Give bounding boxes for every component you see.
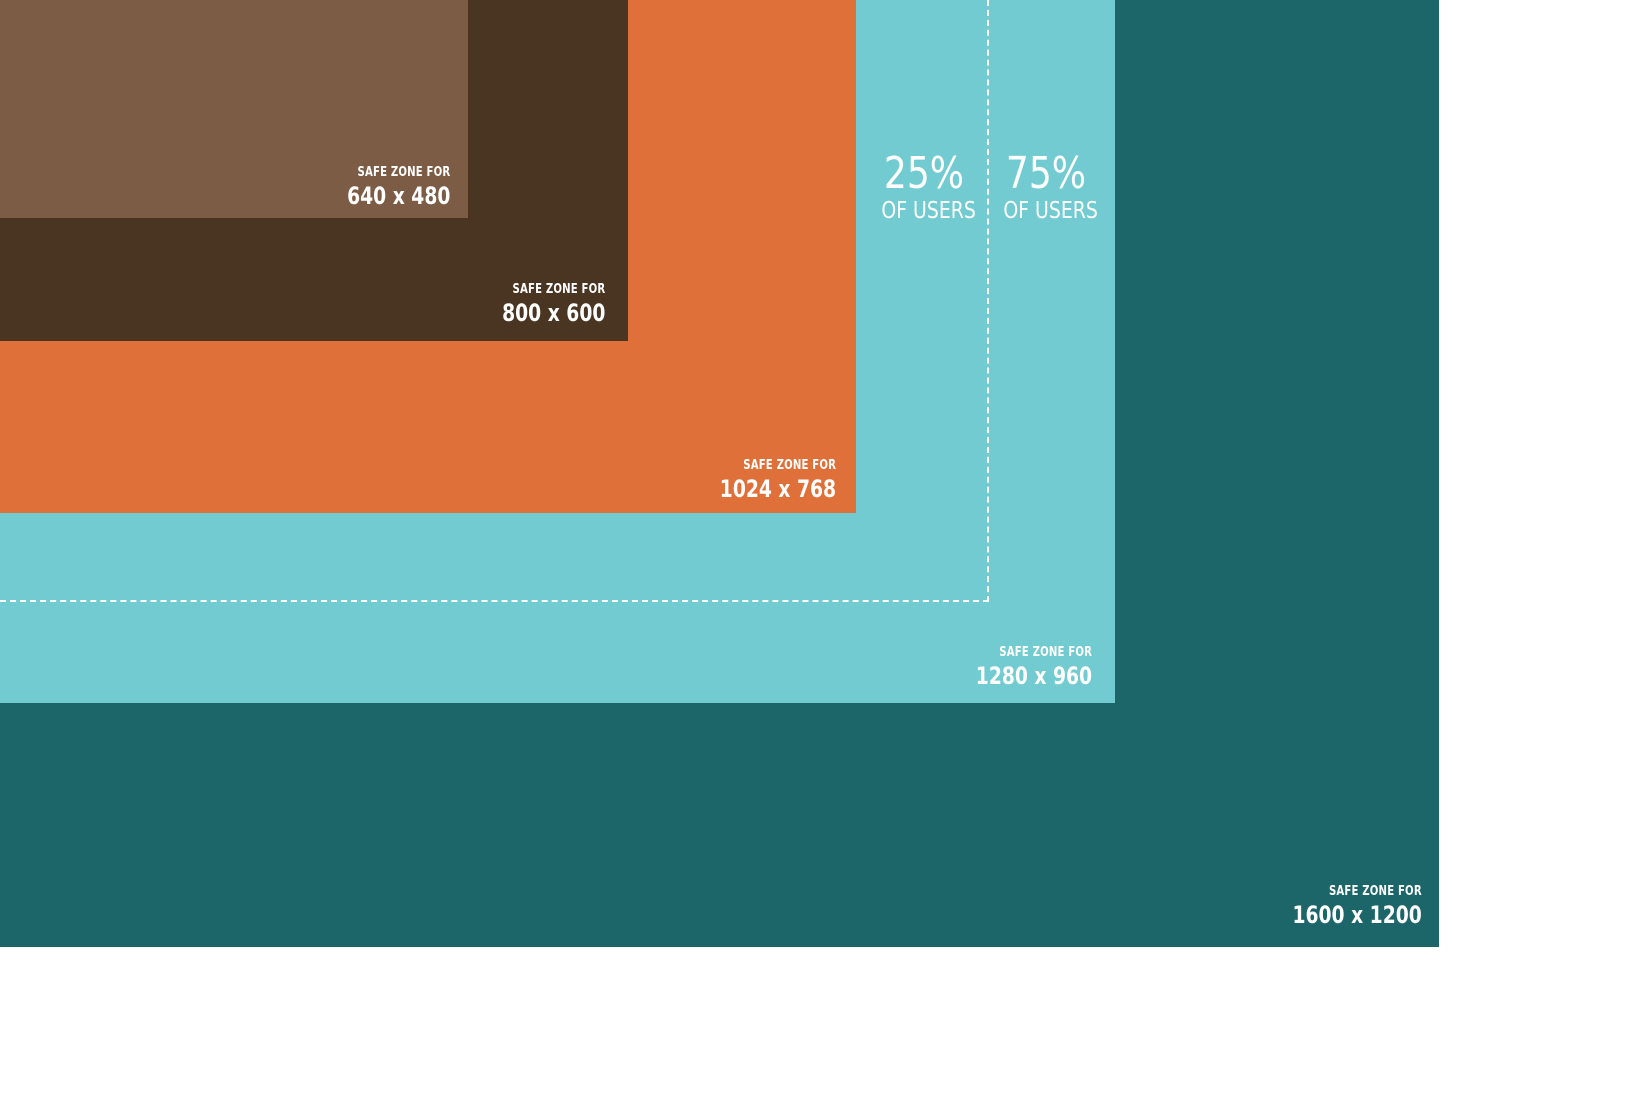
user-split-divider-vertical: [987, 0, 989, 602]
safe-zone-resolution: 1280 x 960: [975, 662, 1092, 690]
users-stat-75: 75% OF USERS: [1003, 148, 1098, 224]
safe-zone-640x480: SAFE ZONE FOR 640 x 480: [0, 0, 468, 218]
safe-zone-caption: SAFE ZONE FOR: [1329, 884, 1422, 899]
safe-zone-caption: SAFE ZONE FOR: [512, 282, 605, 297]
user-split-divider-horizontal: [0, 600, 989, 602]
users-stat-caption: OF USERS: [1003, 198, 1098, 224]
safe-zone-caption: SAFE ZONE FOR: [999, 645, 1092, 660]
safe-zone-1024x768-label: SAFE ZONE FOR 1024 x 768: [720, 459, 836, 501]
safe-zone-resolution: 800 x 600: [501, 299, 605, 327]
safe-zone-resolution: 640 x 480: [346, 182, 450, 210]
safe-zone-1600x1200-label: SAFE ZONE FOR 1600 x 1200: [1293, 885, 1422, 927]
safe-zone-caption: SAFE ZONE FOR: [357, 165, 450, 180]
safe-zone-resolution: 1024 x 768: [719, 475, 836, 503]
safe-zone-800x600-label: SAFE ZONE FOR 800 x 600: [502, 283, 605, 325]
users-stat-25: 25% OF USERS: [881, 148, 976, 224]
users-stat-percent: 25%: [883, 148, 965, 199]
safe-zone-resolution: 1600 x 1200: [1292, 901, 1422, 929]
safe-zone-1280x960-label: SAFE ZONE FOR 1280 x 960: [976, 646, 1092, 688]
users-stat-percent: 75%: [1005, 148, 1087, 199]
safe-zone-640x480-label: SAFE ZONE FOR 640 x 480: [347, 166, 450, 208]
users-stat-caption: OF USERS: [881, 198, 976, 224]
safe-zone-caption: SAFE ZONE FOR: [743, 458, 836, 473]
